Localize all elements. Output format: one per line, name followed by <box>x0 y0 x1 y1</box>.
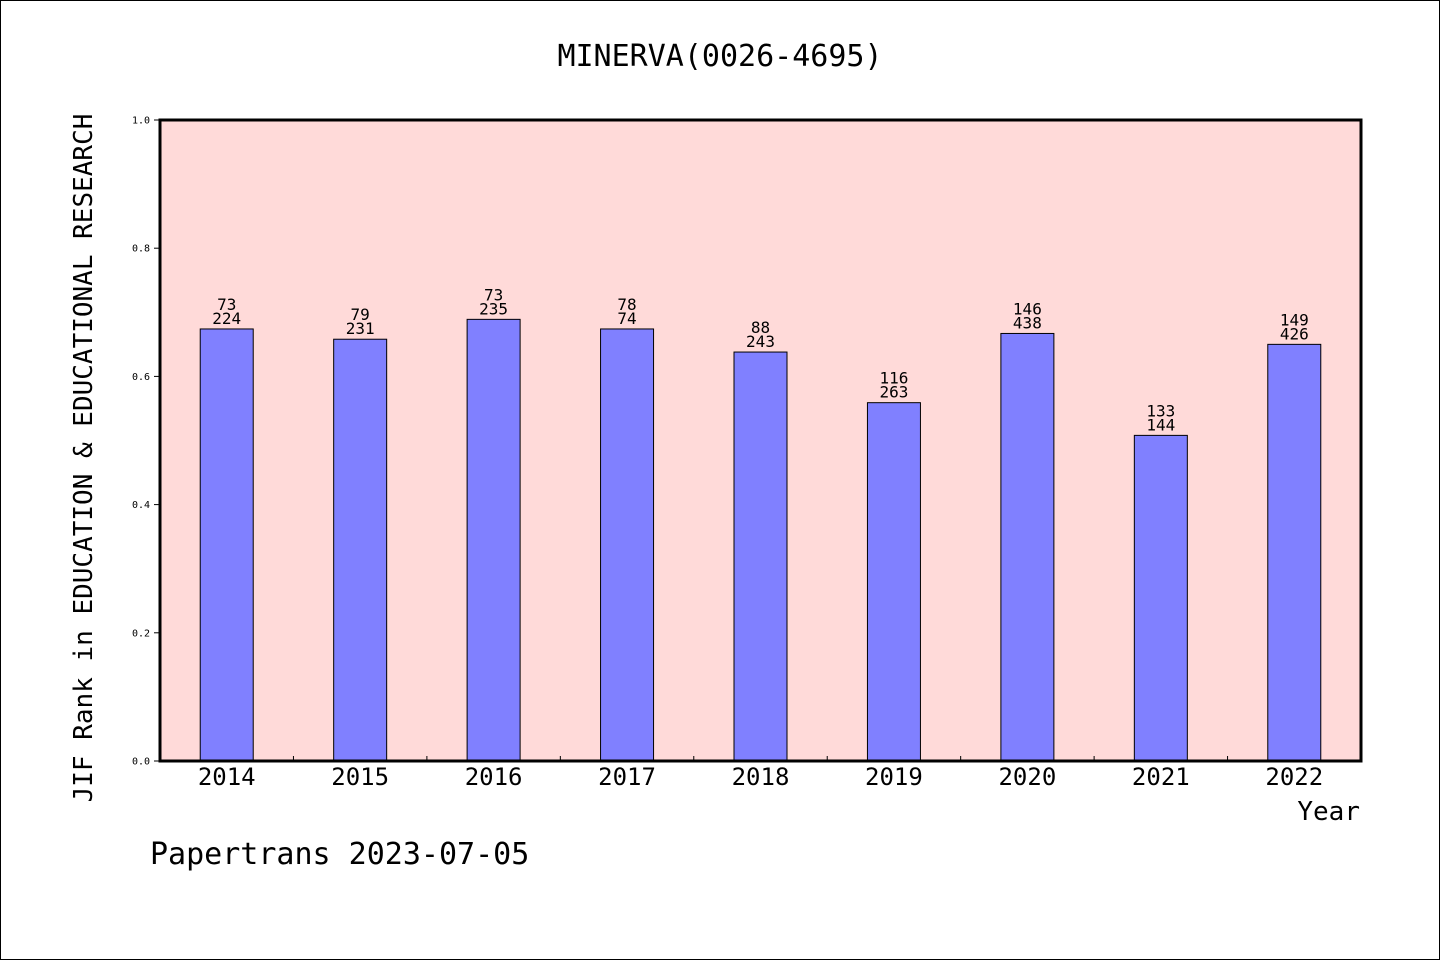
rank-label: 116 <box>879 369 908 388</box>
y-axis: 0.0 0.2 0.4 0.6 0.8 1.0 <box>132 116 160 768</box>
rank-label: 73 <box>484 285 503 304</box>
plot-border <box>158 118 1363 763</box>
y-tick-label: 0.8 <box>132 244 150 255</box>
total-label: 263 <box>879 383 908 402</box>
bar-2016 <box>466 318 521 762</box>
total-label: 426 <box>1280 324 1309 343</box>
x-tick-label: 2021 <box>1132 763 1190 791</box>
x-tick-label: 2022 <box>1265 763 1323 791</box>
y-axis-label: JIF Rank in EDUCATION & EDUCATIONAL RESE… <box>69 114 99 803</box>
x-tick-label: 2020 <box>998 763 1056 791</box>
y-tick-label: 0.6 <box>132 372 150 383</box>
footer-credit: Papertrans 2023-07-05 <box>150 837 529 872</box>
rank-label: 146 <box>1013 299 1042 318</box>
bar-2022 <box>1267 343 1322 762</box>
bar-2021 <box>1133 434 1188 762</box>
total-label: 224 <box>212 309 241 328</box>
total-label: 243 <box>746 332 775 351</box>
total-label: 74 <box>617 309 636 328</box>
bar-2015 <box>333 338 388 762</box>
x-axis: 2014 2015 2016 2017 2018 2019 2020 2021 2022 <box>198 756 1323 791</box>
bar-2014 <box>199 328 254 762</box>
x-tick-label: 2018 <box>732 763 790 791</box>
rank-label: 73 <box>217 295 236 314</box>
chart-title: MINERVA(0026-4695) <box>557 39 882 74</box>
x-tick-label: 2014 <box>198 763 256 791</box>
x-tick-label: 2016 <box>465 763 523 791</box>
x-axis-label: Year <box>1297 797 1360 827</box>
rank-label: 79 <box>351 305 370 324</box>
y-tick-label: 0.4 <box>132 500 150 511</box>
bar-2017 <box>600 328 655 762</box>
rank-label: 78 <box>617 295 636 314</box>
rank-label: 88 <box>751 318 770 337</box>
total-label: 144 <box>1146 415 1175 434</box>
y-tick-label: 0.0 <box>132 757 150 768</box>
y-tick-label: 1.0 <box>132 116 150 127</box>
bar-2019 <box>866 402 921 762</box>
x-tick-label: 2019 <box>865 763 923 791</box>
bar-2018 <box>733 351 788 762</box>
x-tick-label: 2015 <box>331 763 389 791</box>
total-label: 235 <box>479 299 508 318</box>
rank-label: 133 <box>1146 401 1175 420</box>
bar-2020 <box>1000 332 1055 762</box>
bars <box>199 318 1322 762</box>
total-label: 438 <box>1013 313 1042 332</box>
rank-label: 149 <box>1280 310 1309 329</box>
x-tick-label: 2017 <box>598 763 656 791</box>
total-label: 231 <box>346 319 375 338</box>
y-tick-label: 0.2 <box>132 628 150 639</box>
